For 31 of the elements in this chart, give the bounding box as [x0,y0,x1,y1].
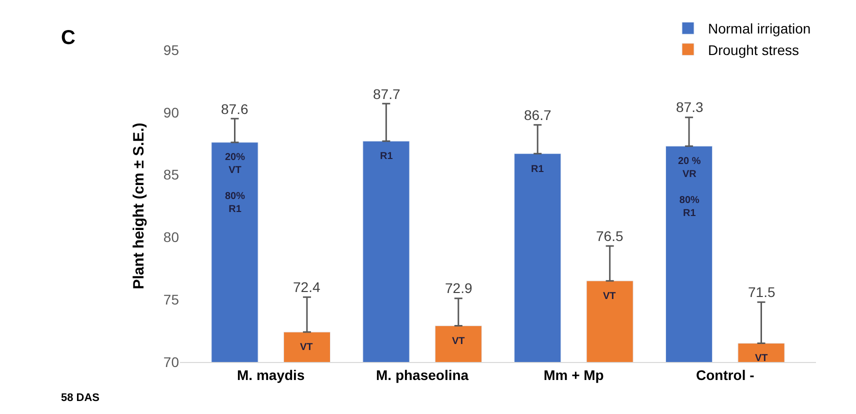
text: C [61,27,76,49]
data-label: 72.4 [293,279,320,295]
annotation: R1 [380,151,394,162]
y-tick-label: 80 [163,229,180,246]
text: 58 DAS [61,392,100,404]
y-tick-label: 70 [163,354,180,370]
y-axis-title: Plant height (cm ± S.E.) [130,122,148,290]
data-label: 87.6 [221,101,248,117]
data-label: 76.5 [596,228,624,244]
text: 20% VT 80% R1 [225,152,246,215]
data-label: 87.7 [373,86,400,102]
y-tick-label: 90 [163,104,180,120]
annotation: VT [300,342,313,353]
data-label: 86.7 [524,107,552,123]
legend-label: Drought stress [708,42,800,58]
legend-label: Normal irrigation [708,20,811,37]
x-tick-label: Control - [696,366,755,383]
annotation: VT [452,336,465,347]
y-tick-label: 95 [163,42,180,58]
y-tick-label: 85 [163,166,180,183]
annotation: R1 [531,164,544,175]
x-tick-label: Mm + Mp [544,366,604,383]
x-tick-label: M. phaseolina [376,366,469,383]
text: 20 % VR 80% R1 [678,156,701,219]
annotation: VT [603,291,616,302]
annotation: VT [755,353,768,364]
y-tick-label: 75 [163,292,180,308]
data-label: 72.9 [445,280,472,296]
x-tick-label: M. maydis [237,366,305,383]
data-label: 71.5 [748,284,776,300]
data-label: 87.3 [676,99,704,115]
